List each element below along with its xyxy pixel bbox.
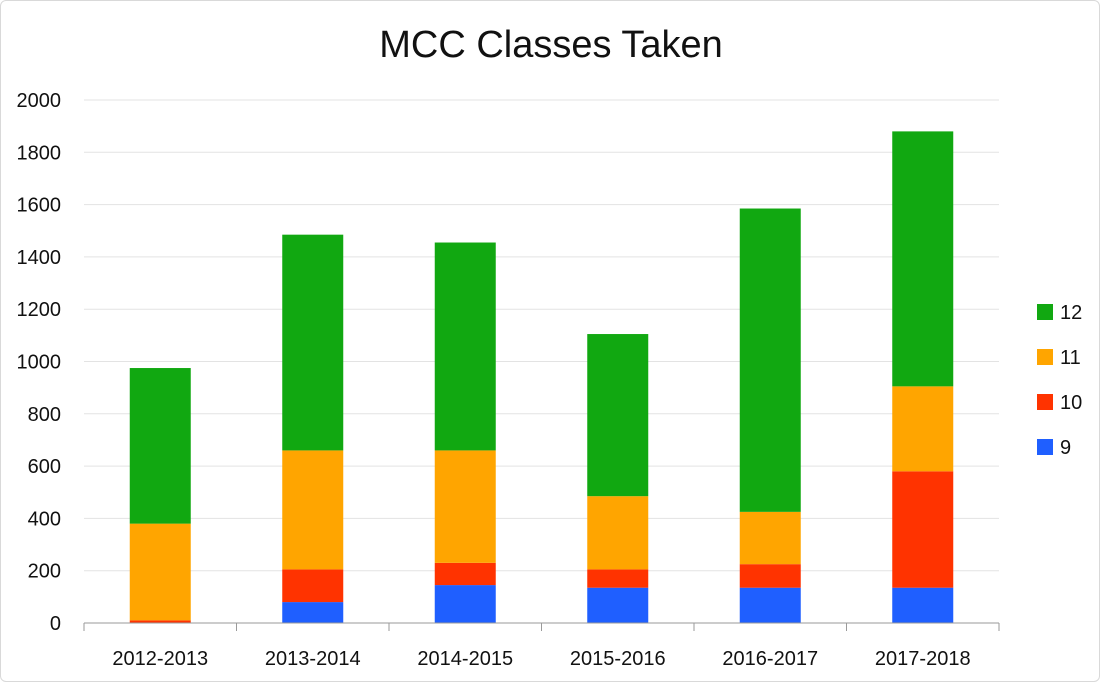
bar-segment-9-2014-2015 — [434, 585, 496, 623]
bar-segment-10-2014-2015 — [434, 562, 496, 586]
x-tick-label: 2014-2015 — [417, 648, 513, 670]
bars — [129, 131, 954, 623]
legend: 12 11 10 9 — [1037, 302, 1082, 459]
chart-title: MCC Classes Taken — [379, 24, 723, 66]
x-tick-label: 2017-2018 — [875, 648, 971, 670]
bar-segment-11-2017-2018 — [892, 386, 954, 472]
bar-segment-12-2012-2013 — [129, 368, 191, 524]
bar-segment-10-2015-2016 — [587, 569, 649, 588]
legend-swatch-10 — [1037, 394, 1053, 410]
bar-segment-12-2017-2018 — [892, 131, 954, 387]
bar-segment-9-2015-2016 — [587, 587, 649, 623]
y-tick-label: 1400 — [17, 247, 62, 269]
bar-segment-12-2016-2017 — [739, 208, 801, 512]
x-tick-label: 2015-2016 — [570, 648, 666, 670]
bar-segment-9-2016-2017 — [739, 587, 801, 623]
y-tick-label: 0 — [50, 613, 61, 635]
bar-segment-10-2017-2018 — [892, 471, 954, 588]
bar-segment-10-2013-2014 — [282, 569, 344, 603]
bar-segment-12-2014-2015 — [434, 242, 496, 451]
x-tick-label: 2016-2017 — [722, 648, 818, 670]
y-tick-label: 1200 — [17, 299, 62, 321]
y-axis-ticks: 0 200 400 600 800 1000 1200 1400 1600 1800 2000 — [17, 90, 62, 635]
x-tick-label: 2012-2013 — [112, 648, 208, 670]
bar-segment-9-2017-2018 — [892, 587, 954, 623]
bar-segment-10-2016-2017 — [739, 564, 801, 588]
gridlines — [84, 99, 999, 572]
x-tick-label: 2013-2014 — [265, 648, 361, 670]
x-axis-ticks: 2012-2013 2013-2014 2014-2015 2015-2016 2016… — [83, 623, 1000, 670]
bar-segment-11-2015-2016 — [587, 496, 649, 570]
y-tick-label: 1600 — [17, 195, 62, 217]
legend-swatch-9 — [1037, 439, 1053, 455]
legend-label-9: 9 — [1060, 437, 1071, 459]
legend-swatch-12 — [1037, 304, 1053, 320]
bar-segment-10-2012-2013 — [129, 620, 191, 623]
bar-segment-11-2012-2013 — [129, 523, 191, 621]
bar-segment-9-2013-2014 — [282, 602, 344, 623]
y-tick-label: 400 — [28, 508, 61, 530]
bar-segment-12-2013-2014 — [282, 234, 344, 451]
legend-swatch-11 — [1037, 349, 1053, 365]
y-tick-label: 1800 — [17, 142, 62, 164]
bar-segment-11-2014-2015 — [434, 450, 496, 563]
y-tick-label: 2000 — [17, 90, 62, 112]
bar-segment-12-2015-2016 — [587, 334, 649, 497]
legend-label-12: 12 — [1060, 302, 1082, 324]
y-tick-label: 200 — [28, 561, 61, 583]
bar-segment-11-2016-2017 — [739, 511, 801, 565]
y-tick-label: 600 — [28, 456, 61, 478]
bar-segment-11-2013-2014 — [282, 450, 344, 570]
legend-label-11: 11 — [1060, 347, 1081, 369]
y-tick-label: 800 — [28, 404, 61, 426]
legend-label-10: 10 — [1060, 392, 1082, 414]
y-tick-label: 1000 — [17, 352, 62, 374]
